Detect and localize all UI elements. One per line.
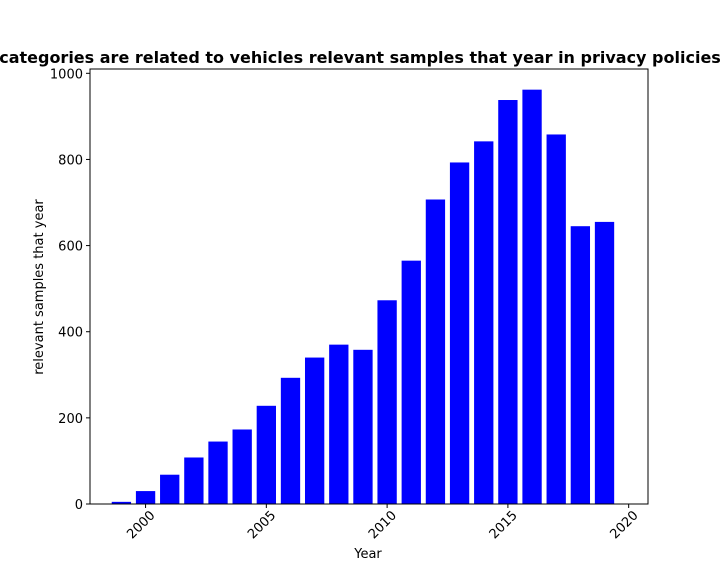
y-tick-label: 800 <box>58 153 83 168</box>
x-tick-label: 2000 <box>124 508 158 542</box>
bar-2002 <box>184 457 204 504</box>
bar-2016 <box>522 89 542 505</box>
x-tick-label: 2005 <box>245 508 279 542</box>
bar-2000 <box>135 491 156 504</box>
bar-2008 <box>329 344 349 504</box>
y-tick-label: 200 <box>58 412 83 427</box>
bars-group <box>111 89 615 505</box>
y-tick-label: 0 <box>75 498 83 513</box>
bar-2014 <box>474 141 494 505</box>
x-axis-label: Year <box>353 547 382 562</box>
chart-title: categories are related to vehicles relev… <box>0 48 720 67</box>
bar-2007 <box>304 357 325 504</box>
x-tick-label: 2010 <box>366 508 400 542</box>
bar-2006 <box>280 377 301 504</box>
x-tick-label: 2020 <box>607 508 641 542</box>
bar-2013 <box>449 162 470 504</box>
bar-2017 <box>546 134 566 504</box>
x-tick-label: 2015 <box>487 508 521 542</box>
plot-area-frame <box>89 68 649 505</box>
bar-2018 <box>570 226 591 504</box>
bar-2015 <box>498 100 518 504</box>
x-axis-ticks: 2000 2005 2010 2015 2020 <box>124 504 642 542</box>
y-tick-label: 400 <box>58 326 83 341</box>
bar-2019 <box>594 221 615 504</box>
bar-2010 <box>377 300 397 504</box>
bar-2001 <box>160 474 180 504</box>
bar-2003 <box>208 441 228 504</box>
y-tick-label: 1000 <box>50 67 83 82</box>
y-axis-ticks: 0 200 400 600 800 1000 <box>50 67 90 513</box>
bar-1999 <box>111 501 132 504</box>
y-axis-label: relevant samples that year <box>32 199 47 375</box>
bar-2005 <box>256 405 276 504</box>
bar-2004 <box>232 429 252 504</box>
bar-2011 <box>401 260 421 504</box>
y-tick-label: 600 <box>58 240 83 255</box>
bar-2012 <box>425 199 446 504</box>
bar-2009 <box>353 349 373 504</box>
